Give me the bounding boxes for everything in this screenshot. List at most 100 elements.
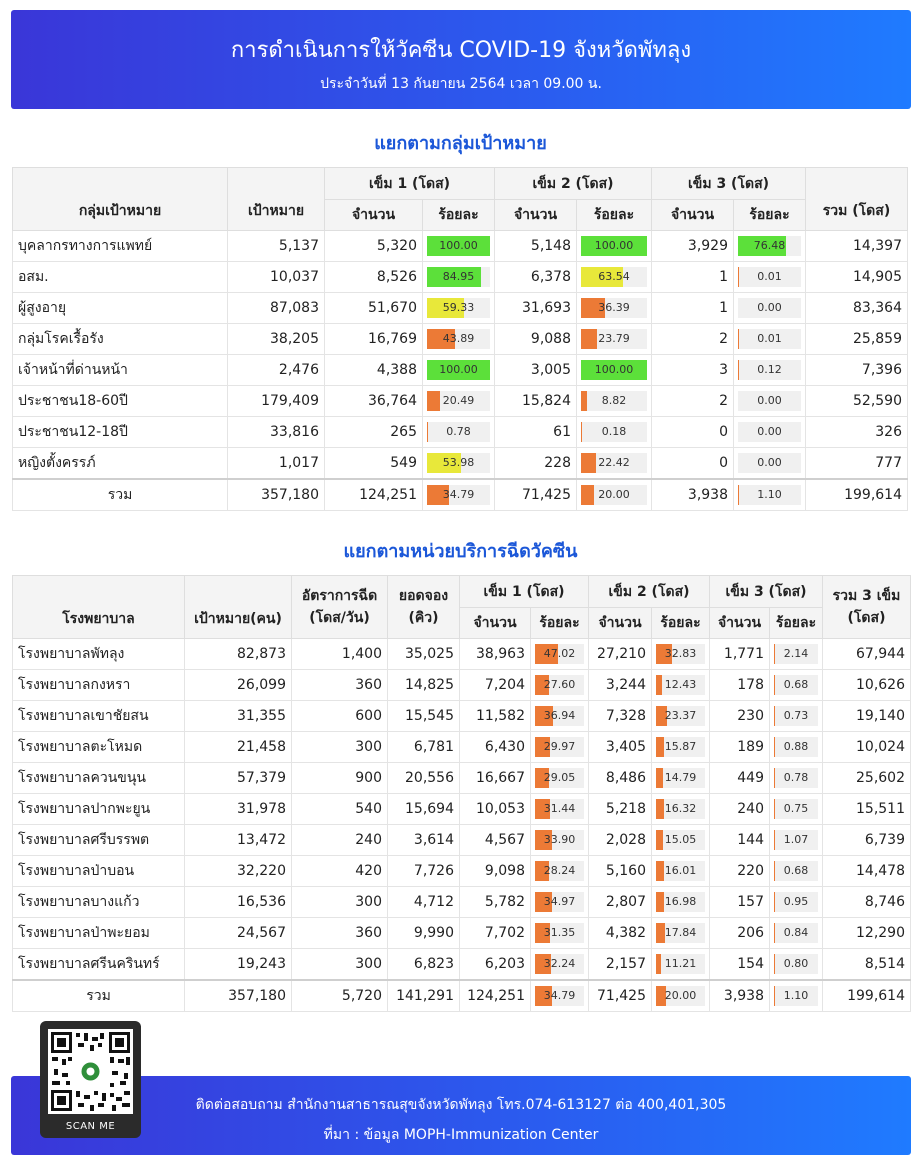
percent-bar-fill (581, 453, 596, 473)
dose3-percent: 0.01 (733, 323, 806, 355)
percent-bar-fill (581, 236, 647, 256)
hospital-name: โรงพยาบาลศรีนครินทร์ (12, 948, 185, 981)
dose1-percent: 32.24 (530, 948, 589, 981)
dose3-percent: 1.10 (733, 478, 806, 511)
rate-value: 1,400 (291, 638, 388, 670)
total-doses: 10,626 (822, 669, 911, 701)
percent-bar: 84.95 (427, 267, 490, 287)
booking-value: 7,726 (387, 855, 460, 887)
total-doses: 8,746 (822, 886, 911, 918)
percent-bar-fill (774, 892, 775, 912)
total-doses: 14,905 (805, 261, 908, 293)
table-row: บุคลากรทางการแพทย์ 5,137 5,320 100.00 5,148 1… (12, 230, 908, 262)
percent-value: 0.80 (783, 957, 809, 970)
percent-bar-fill (427, 329, 455, 349)
hospital-name: โรงพยาบาลพัทลุง (12, 638, 185, 670)
dose2-count: 8,486 (588, 762, 652, 794)
hospital-name: โรงพยาบาลป่าพะยอม (12, 917, 185, 949)
dose1-percent: 27.60 (530, 669, 589, 701)
dose2-count: 71,425 (494, 478, 577, 511)
percent-bar: 34.79 (535, 986, 584, 1006)
percent-value: 59.33 (442, 301, 475, 314)
percent-value: 15.87 (664, 740, 697, 753)
percent-value: 43.89 (442, 332, 475, 345)
percent-bar: 0.01 (738, 267, 801, 287)
percent-value: 16.01 (664, 864, 697, 877)
qr-code-icon (48, 1029, 133, 1114)
percent-bar: 16.32 (656, 799, 705, 819)
dose3-count: 230 (709, 700, 770, 732)
percent-bar-fill (581, 422, 583, 442)
percent-bar-fill (535, 799, 551, 819)
percent-value: 0.00 (757, 425, 782, 438)
dose2-percent: 16.01 (651, 855, 710, 887)
dose1-percent: 43.89 (422, 323, 495, 355)
percent-value: 0.68 (783, 864, 809, 877)
target-value: 19,243 (184, 948, 292, 981)
percent-bar-fill (774, 986, 775, 1006)
percent-bar-fill (656, 861, 664, 881)
percent-bar: 0.75 (774, 799, 818, 819)
dose2-percent: 14.79 (651, 762, 710, 794)
percent-bar: 0.00 (738, 453, 801, 473)
col-total: รวม (โดส) (805, 167, 908, 231)
dose2-count: 3,005 (494, 354, 577, 386)
total-doses: 15,511 (822, 793, 911, 825)
percent-bar-fill (738, 360, 740, 380)
percent-bar-fill (656, 799, 664, 819)
hospital-name: โรงพยาบาลป่าบอน (12, 855, 185, 887)
col-dose2: เข็ม 2 (โดส) (494, 167, 652, 200)
percent-bar-fill (656, 923, 665, 943)
booking-value: 6,823 (387, 948, 460, 981)
percent-bar: 27.60 (535, 675, 584, 695)
dose3-percent: 0.73 (769, 700, 823, 732)
dose2-percent: 23.37 (651, 700, 710, 732)
group-name: ประชาชน18-60ปี (12, 385, 228, 417)
dose2-count: 5,218 (588, 793, 652, 825)
percent-bar-fill (738, 267, 740, 287)
group-name: ประชาชน12-18ปี (12, 416, 228, 448)
percent-bar: 11.21 (656, 954, 705, 974)
dose2-count: 2,028 (588, 824, 652, 856)
dose2-count: 7,328 (588, 700, 652, 732)
qr-code[interactable]: SCAN ME (40, 1021, 141, 1138)
percent-bar: 20.00 (581, 485, 647, 505)
table-row: ประชาชน12-18ปี 33,816 265 0.78 61 0.18 0 0.00 32… (12, 416, 908, 448)
dose3-count: 2 (651, 385, 734, 417)
dose3-count: 240 (709, 793, 770, 825)
percent-value: 0.01 (757, 332, 782, 345)
percent-bar: 16.01 (656, 861, 705, 881)
table-row: โรงพยาบาลพัทลุง 82,873 1,400 35,025 38,963 47… (12, 638, 911, 670)
col-group: กลุ่มเป้าหมาย (12, 167, 228, 231)
dose3-percent: 0.95 (769, 886, 823, 918)
hospital-name: โรงพยาบาลเขาชัยสน (12, 700, 185, 732)
col-d3-count: จำนวน (709, 607, 770, 639)
booking-value: 141,291 (387, 979, 460, 1012)
footer-banner: ติดต่อสอบถาม สำนักงานสาธารณสุขจังหวัดพัท… (11, 1076, 911, 1155)
percent-value: 0.00 (757, 456, 782, 469)
percent-bar: 34.97 (535, 892, 584, 912)
target-value: 1,017 (227, 447, 325, 480)
percent-value: 0.01 (757, 270, 782, 283)
rate-value: 300 (291, 886, 388, 918)
table-row: โรงพยาบาลบางแก้ว 16,536 300 4,712 5,782 34.97… (12, 886, 911, 918)
percent-bar: 20.49 (427, 391, 490, 411)
dose2-percent: 63.54 (576, 261, 652, 293)
booking-value: 15,694 (387, 793, 460, 825)
percent-value: 84.95 (442, 270, 475, 283)
dose2-count: 4,382 (588, 917, 652, 949)
percent-bar-fill (656, 986, 666, 1006)
dose2-count: 2,157 (588, 948, 652, 981)
percent-value: 0.75 (783, 802, 809, 815)
target-value: 38,205 (227, 323, 325, 355)
percent-bar-fill (427, 453, 461, 473)
percent-bar: 100.00 (427, 236, 490, 256)
percent-bar: 2.14 (774, 644, 818, 664)
percent-value: 34.97 (543, 895, 576, 908)
dose2-count: 5,160 (588, 855, 652, 887)
table-row: หญิงตั้งครรภ์ 1,017 549 53.98 228 22.42 0 0.00 7… (12, 447, 908, 480)
percent-bar: 1.10 (738, 485, 801, 505)
percent-bar-fill (656, 954, 662, 974)
dose1-percent: 100.00 (422, 354, 495, 386)
dose2-count: 3,244 (588, 669, 652, 701)
